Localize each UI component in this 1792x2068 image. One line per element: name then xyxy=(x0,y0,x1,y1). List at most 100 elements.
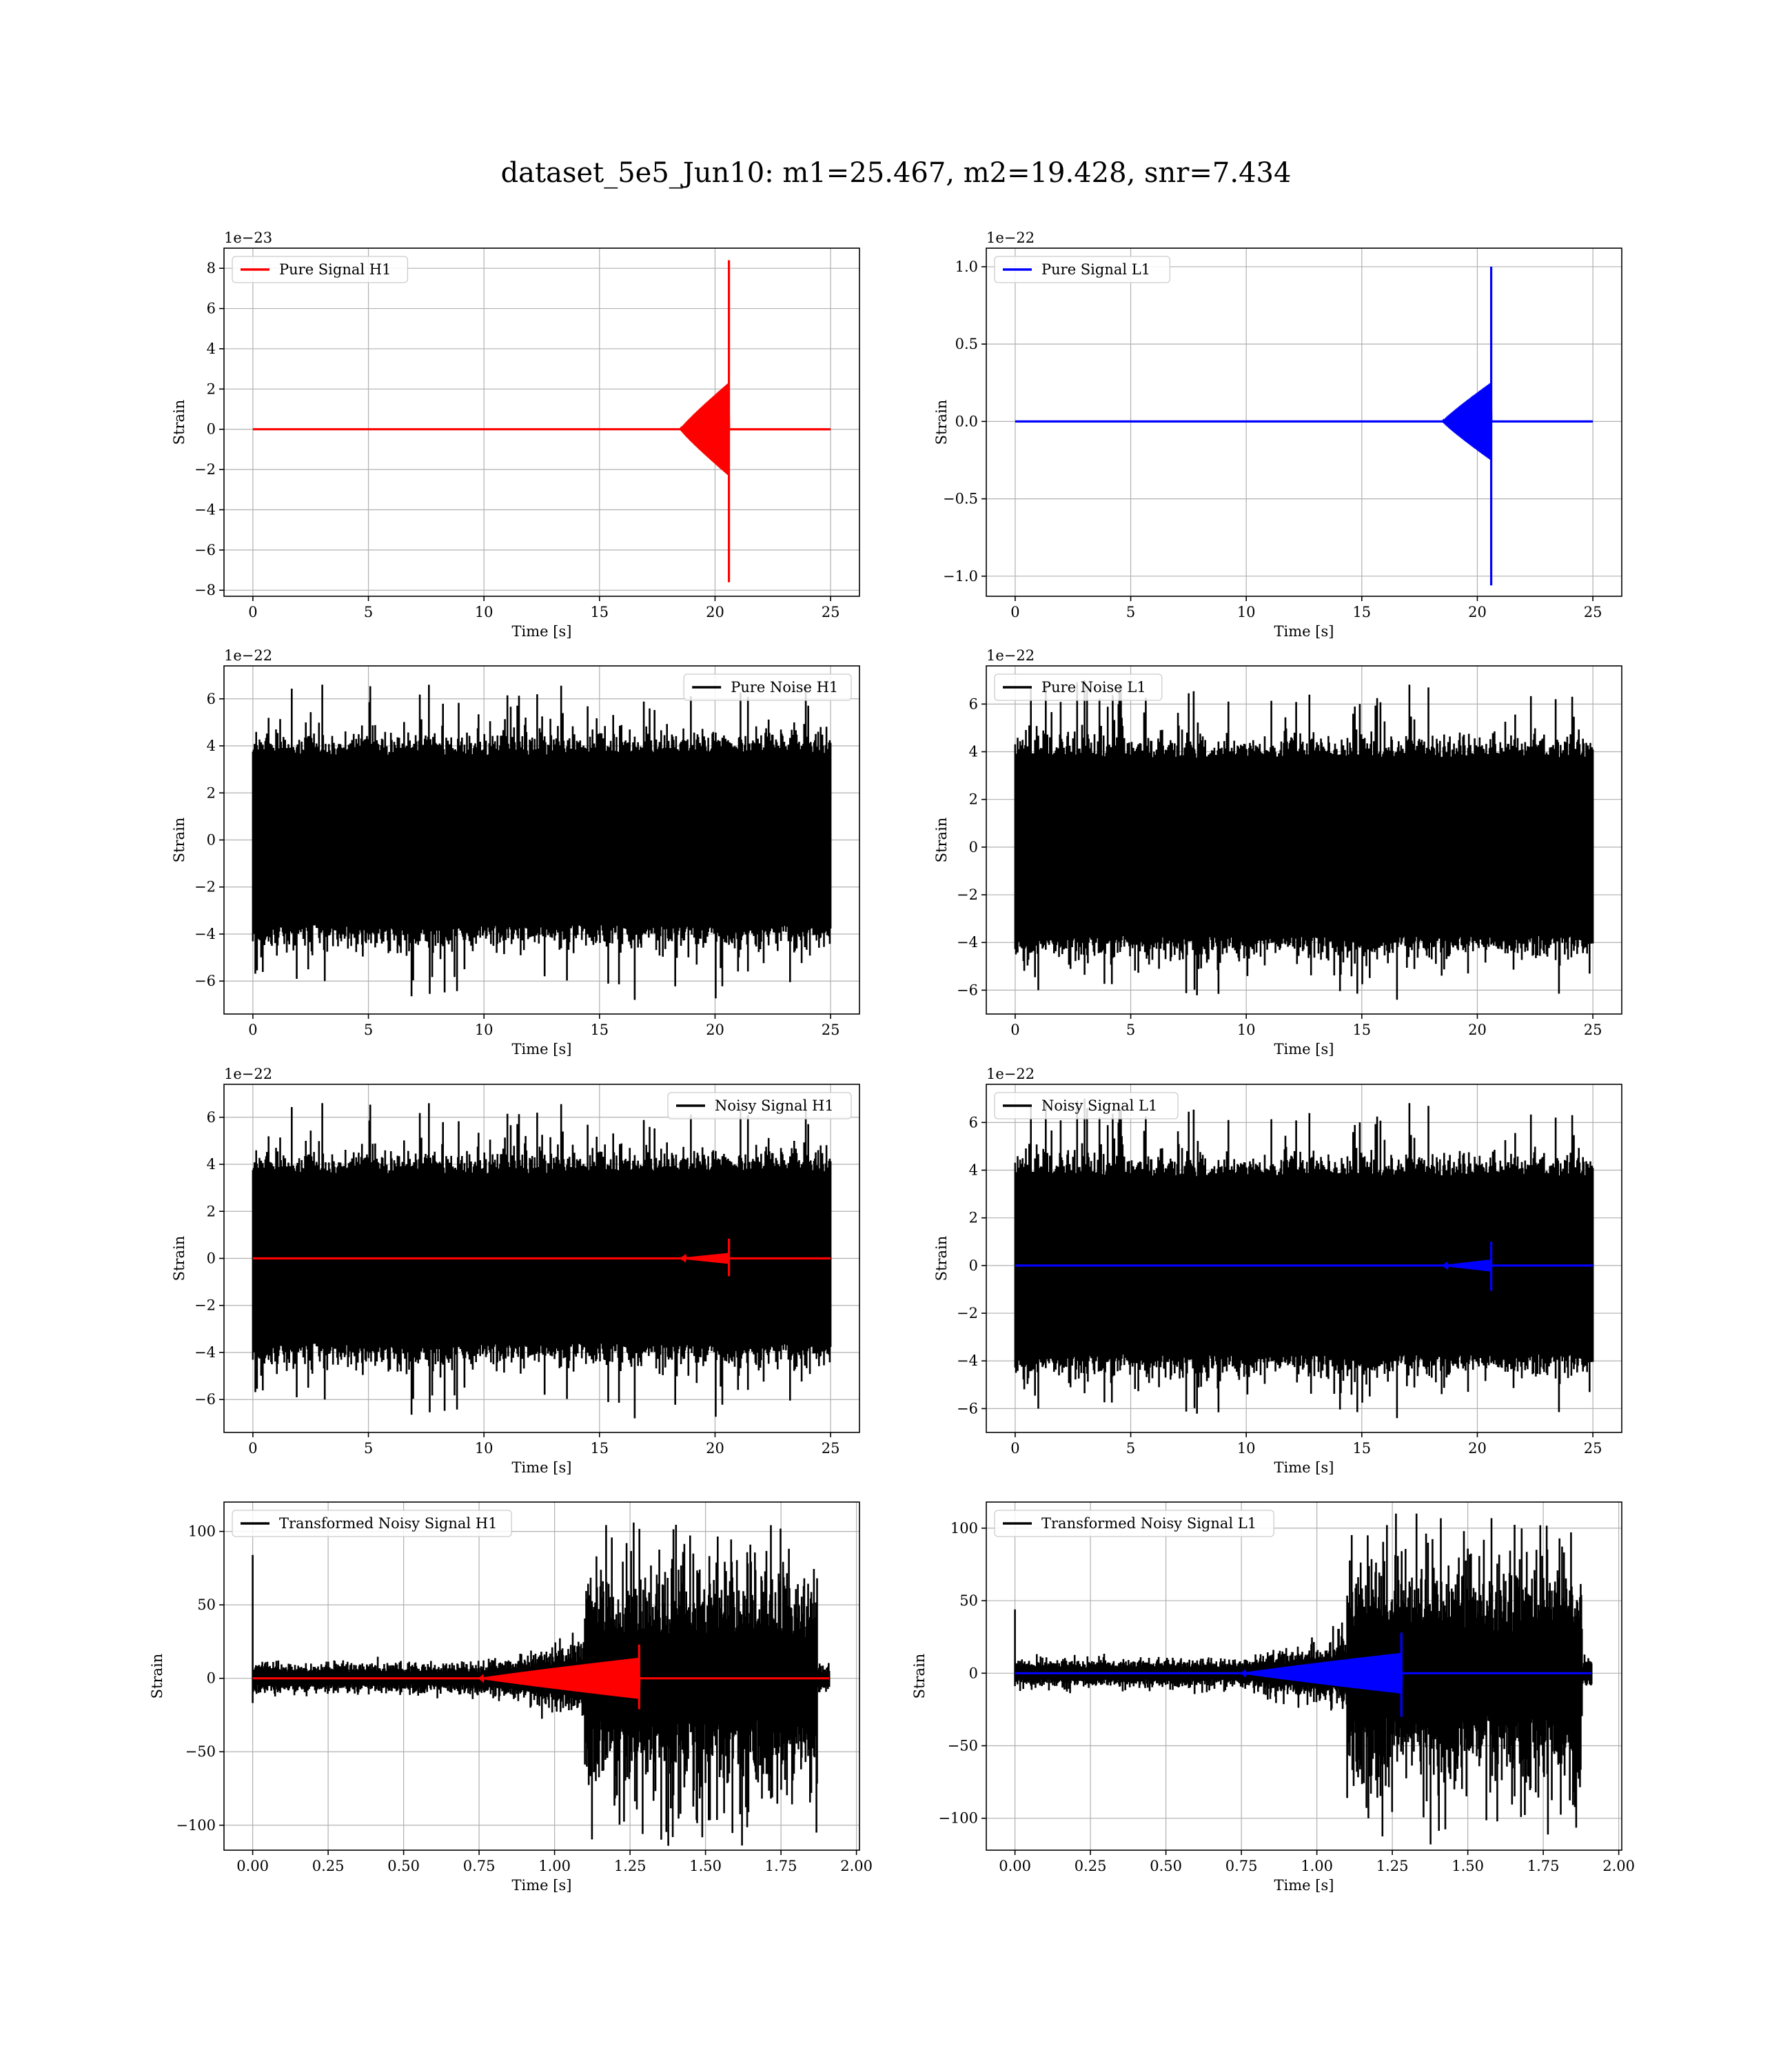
y-tick-label: 50 xyxy=(959,1592,978,1609)
axes-frame xyxy=(986,665,1622,1015)
y-offset-text: 1e−22 xyxy=(986,647,1035,664)
series-line-noisy-signal-h1 xyxy=(252,1103,832,1419)
y-tick-label: 2 xyxy=(969,791,978,808)
x-tick-label: 5 xyxy=(1126,1440,1135,1457)
panel-pure-noise-h1: 0 5 10 15 20 25 −6 −4 −2 0 2 4 6 Time [s] Strain 1e−22 P… xyxy=(171,647,860,1057)
y-tick-label: −6 xyxy=(194,1391,216,1408)
y-tick-label: −4 xyxy=(194,926,216,942)
x-tick-label: 2.00 xyxy=(840,1858,873,1874)
y-tick-label: −2 xyxy=(194,1297,216,1314)
y-axis-label: Strain xyxy=(911,1654,928,1699)
x-tick-label: 0.75 xyxy=(463,1858,496,1874)
x-axis-label: Time [s] xyxy=(512,1041,572,1057)
y-tick-label: 2 xyxy=(207,1203,216,1219)
x-tick-label: 20 xyxy=(706,604,724,620)
x-tick-label: 0 xyxy=(1010,604,1019,620)
y-tick-label: 0 xyxy=(969,839,978,855)
axes-frame xyxy=(986,247,1622,597)
y-offset-text: 1e−22 xyxy=(224,647,272,664)
axes-frame xyxy=(223,247,860,597)
y-tick-label: 0.5 xyxy=(955,336,978,352)
x-tick-label: 25 xyxy=(1584,1440,1602,1457)
y-tick-label: 4 xyxy=(207,738,216,754)
y-tick-label: 6 xyxy=(207,1109,216,1126)
x-tick-label: 0 xyxy=(248,1022,257,1038)
y-tick-label: −2 xyxy=(957,886,978,903)
legend-box xyxy=(232,1510,512,1537)
x-tick-label: 20 xyxy=(1468,604,1487,620)
x-tick-label: 10 xyxy=(1237,1440,1256,1457)
y-tick-label: 100 xyxy=(950,1520,978,1537)
legend-label: Noisy Signal H1 xyxy=(715,1097,834,1114)
x-axis-label: Time [s] xyxy=(1274,1459,1334,1476)
x-tick-label: 20 xyxy=(706,1022,724,1038)
x-tick-label: 15 xyxy=(1352,1440,1371,1457)
y-tick-label: 0 xyxy=(969,1665,978,1681)
legend-box xyxy=(994,256,1171,283)
y-tick-label: −4 xyxy=(957,934,978,951)
x-tick-label: 10 xyxy=(475,1440,493,1457)
axes-frame xyxy=(986,1084,1622,1433)
legend-label: Pure Noise H1 xyxy=(731,679,838,696)
y-axis-label: Strain xyxy=(171,400,187,445)
y-tick-label: −2 xyxy=(194,461,216,478)
y-axis-label: Strain xyxy=(933,1236,950,1281)
y-tick-label: 6 xyxy=(207,691,216,707)
x-tick-label: 15 xyxy=(590,604,609,620)
x-tick-label: 0 xyxy=(248,1440,257,1457)
x-tick-label: 25 xyxy=(822,1440,840,1457)
x-tick-label: 1.00 xyxy=(538,1858,571,1874)
x-tick-label: 1.75 xyxy=(1527,1858,1560,1874)
y-tick-label: 6 xyxy=(969,1114,978,1131)
legend-label: Pure Signal H1 xyxy=(279,261,391,278)
x-tick-label: 5 xyxy=(1126,1022,1135,1038)
x-tick-label: 0.25 xyxy=(1075,1858,1107,1874)
y-axis-label: Strain xyxy=(171,818,187,863)
x-tick-label: 20 xyxy=(1468,1022,1487,1038)
panel-noisy-signal-l1: 0 5 10 15 20 25 −6 −4 −2 0 2 4 6 Time [s] Strain 1e−22 N… xyxy=(933,1066,1622,1476)
panel-transformed-noisy-signal-h1: 0.00 0.25 0.50 0.75 1.00 1.25 1.50 1.75 2.00 −100… xyxy=(149,1501,873,1894)
y-tick-label: 2 xyxy=(207,381,216,397)
legend-box xyxy=(683,673,852,701)
x-tick-label: 25 xyxy=(1584,1022,1602,1038)
x-tick-label: 0.50 xyxy=(387,1858,420,1874)
y-axis-label: Strain xyxy=(171,1236,187,1281)
y-tick-label: −1.0 xyxy=(943,568,978,585)
series-line-transformed-noisy-signal-h1-overlay xyxy=(252,1644,830,1710)
legend: Transformed Noisy Signal H1 xyxy=(232,1510,512,1537)
figure-title: dataset_5e5_Jun10: m1=25.467, m2=19.428,… xyxy=(500,157,1292,189)
legend: Noisy Signal H1 xyxy=(667,1092,852,1119)
x-tick-label: 0 xyxy=(1010,1440,1019,1457)
x-tick-label: 5 xyxy=(364,604,373,620)
y-tick-label: −100 xyxy=(176,1817,216,1834)
y-tick-label: 100 xyxy=(188,1523,216,1540)
panel-transformed-noisy-signal-l1: 0.00 0.25 0.50 0.75 1.00 1.25 1.50 1.75 2.00 −100… xyxy=(911,1501,1635,1894)
x-tick-label: 10 xyxy=(475,604,493,620)
x-axis-label: Time [s] xyxy=(512,623,572,640)
y-tick-label: −2 xyxy=(957,1305,978,1321)
y-tick-label: −6 xyxy=(957,1400,978,1417)
legend: Pure Signal L1 xyxy=(994,256,1171,283)
x-tick-label: 0 xyxy=(248,604,257,620)
axes-frame xyxy=(986,1501,1622,1851)
x-tick-label: 0.00 xyxy=(236,1858,269,1874)
x-tick-label: 20 xyxy=(706,1440,724,1457)
y-offset-text: 1e−22 xyxy=(986,230,1035,246)
x-axis-label: Time [s] xyxy=(1274,1041,1334,1057)
series-line-pure-noise-l1 xyxy=(1014,680,1594,1000)
legend: Pure Noise L1 xyxy=(994,673,1163,701)
x-tick-label: 2.00 xyxy=(1602,1858,1635,1874)
x-tick-label: 15 xyxy=(1352,604,1371,620)
x-axis-label: Time [s] xyxy=(512,1459,572,1476)
y-tick-label: 50 xyxy=(197,1596,216,1613)
y-tick-label: −6 xyxy=(194,542,216,558)
legend-box xyxy=(667,1092,852,1119)
x-tick-label: 1.00 xyxy=(1301,1858,1333,1874)
x-tick-label: 1.50 xyxy=(689,1858,722,1874)
axes-frame xyxy=(223,1501,860,1851)
y-tick-label: −6 xyxy=(194,973,216,989)
y-tick-label: 6 xyxy=(969,696,978,712)
y-tick-label: −8 xyxy=(194,582,216,598)
y-offset-text: 1e−22 xyxy=(224,1066,272,1082)
panel-pure-signal-l1: 0 5 10 15 20 25 −1.0 −0.5 0.0 0.5 1.0 Time [s] Strai… xyxy=(933,230,1622,640)
